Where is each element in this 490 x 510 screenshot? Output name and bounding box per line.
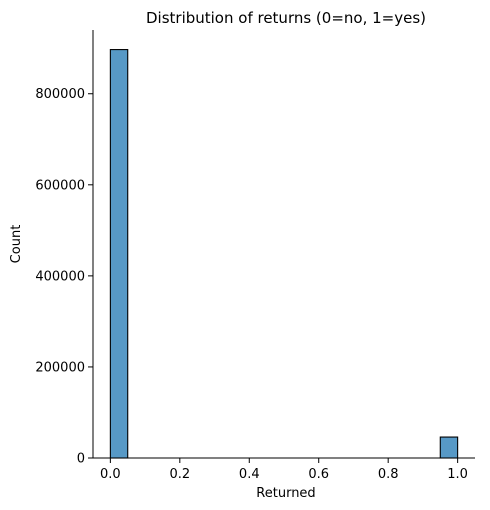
title-layer: Distribution of returns (0=no, 1=yes) (146, 9, 426, 27)
ticks-layer: 0.0 0.2 0.4 0.6 0.8 1.0 0 200000 400000 600000 800… (35, 87, 468, 482)
axes-layer (92, 30, 475, 459)
chart-title: Distribution of returns (0=no, 1=yes) (146, 9, 426, 27)
y-tick-label: 0 (77, 452, 85, 467)
x-tick-label: 1.0 (447, 467, 468, 482)
x-tick-label: 0.2 (169, 467, 190, 482)
x-tick-label: 0.4 (239, 467, 260, 482)
y-tick-label: 600000 (35, 178, 85, 193)
x-tick-label: 0.0 (100, 467, 121, 482)
y-tick-label: 200000 (35, 360, 85, 375)
x-tick-label: 0.6 (308, 467, 329, 482)
histogram-bar-0 (109, 49, 129, 459)
y-tick-label: 800000 (35, 87, 85, 102)
labels-layer: Returned Count (9, 225, 316, 501)
y-axis-label: Count (9, 225, 24, 264)
x-tick-label: 0.8 (378, 467, 399, 482)
x-axis-label: Returned (256, 486, 315, 501)
bars-layer (109, 49, 459, 459)
histogram-bar-1 (439, 436, 459, 459)
y-tick-label: 400000 (35, 269, 85, 284)
